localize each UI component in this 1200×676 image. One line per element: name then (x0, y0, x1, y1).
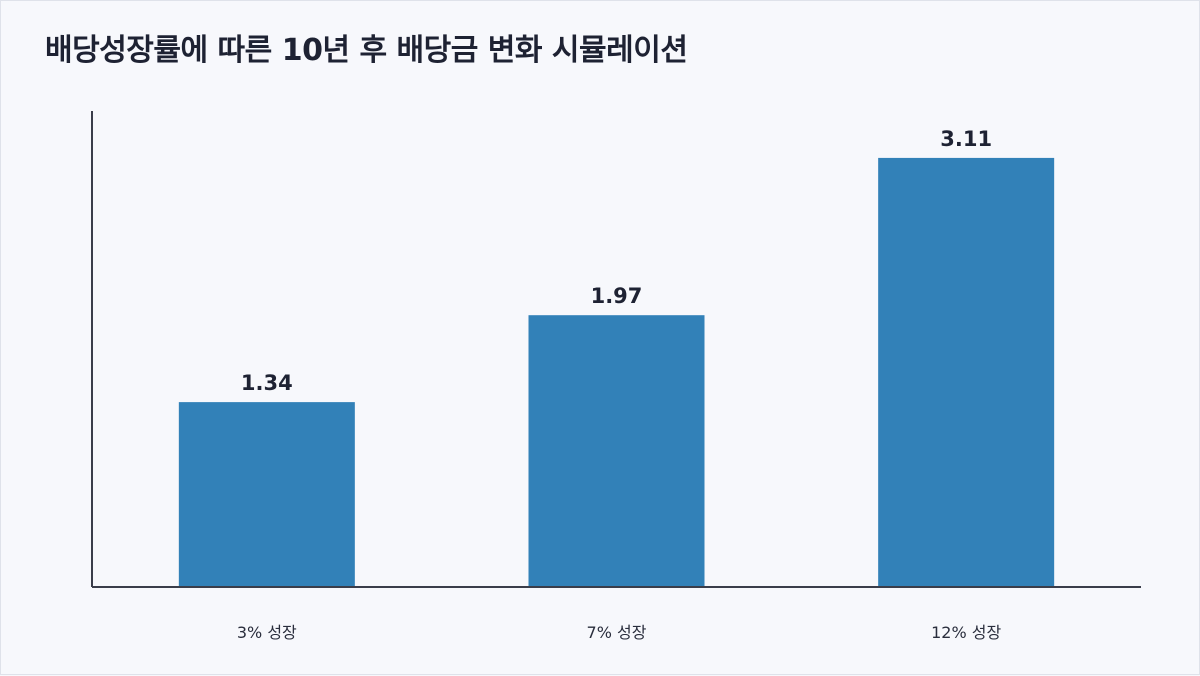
x-tick-label: 12% 성장 (931, 623, 1001, 642)
x-tick-label: 3% 성장 (237, 623, 297, 642)
chart-title: 배당성장률에 따른 10년 후 배당금 변화 시뮬레이션 (45, 33, 688, 68)
bar-2 (528, 315, 705, 587)
ticks-layer: 3% 성장 7% 성장 12% 성장 (237, 623, 1002, 642)
bars-layer (178, 157, 1055, 587)
bar-value-label: 1.34 (241, 371, 293, 395)
bar-1 (178, 402, 355, 587)
bar-value-label: 1.97 (591, 284, 643, 308)
labels-layer: 1.34 1.97 3.11 (241, 127, 992, 395)
bar-3 (878, 157, 1055, 587)
bar-value-label: 3.11 (940, 127, 992, 151)
x-tick-label: 7% 성장 (587, 623, 647, 642)
